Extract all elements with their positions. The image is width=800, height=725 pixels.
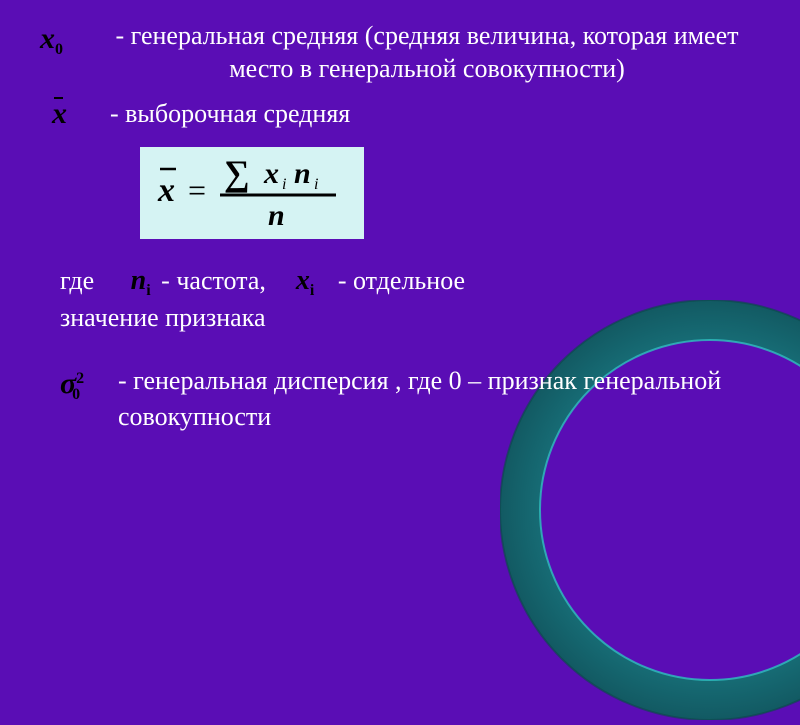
formula-eq: =: [188, 172, 206, 208]
formula-box: x = ∑ x i n i n: [140, 147, 364, 239]
symbol-xbar: x: [52, 95, 94, 133]
symbol-x0-x: x: [40, 22, 55, 55]
symbol-x0: x0: [40, 20, 82, 58]
sample-mean-line: x - выборочная средняя: [52, 95, 760, 133]
sigma-sub: 0: [72, 386, 80, 403]
where-n-sub: i: [146, 282, 150, 299]
where-prefix: где: [60, 266, 94, 295]
formula-xi-sub: i: [282, 176, 286, 193]
symbol-xbar-x: x: [52, 95, 67, 133]
where-x-text: - отдельное: [338, 266, 465, 295]
general-mean-text: - генеральная средняя (средняя величина,…: [94, 20, 760, 85]
where-n: n: [131, 265, 147, 296]
sigma-icon: ∑: [224, 153, 250, 193]
symbol-ni: ni: [127, 265, 155, 296]
where-n-text: - частота,: [161, 266, 266, 295]
where-x-sub: i: [310, 282, 314, 299]
slide-content: x0 - генеральная средняя (средняя величи…: [0, 0, 800, 455]
general-mean-line: x0 - генеральная средняя (средняя величи…: [40, 20, 760, 85]
where-line: где ni - частота, xi - отдельное значени…: [60, 261, 760, 337]
formula-ni: n: [294, 157, 311, 190]
variance-line: σ20 - генеральная дисперсия , где 0 – пр…: [60, 363, 760, 436]
where-x: x: [296, 265, 310, 296]
where-tail: значение признака: [60, 303, 266, 332]
formula-xi: x: [263, 157, 279, 190]
formula-ni-sub: i: [314, 176, 318, 193]
sigma-sup: 2: [76, 370, 84, 387]
variance-text: - генеральная дисперсия , где 0 – призна…: [118, 363, 760, 436]
symbol-sigma: σ20: [60, 363, 104, 405]
formula-svg: x = ∑ x i n i n: [152, 153, 352, 231]
formula-lhs: x: [157, 172, 175, 209]
sample-mean-text: - выборочная средняя: [110, 98, 350, 131]
symbol-x0-sub: 0: [55, 41, 63, 58]
formula-n: n: [268, 199, 285, 231]
symbol-xi: xi: [292, 265, 318, 296]
